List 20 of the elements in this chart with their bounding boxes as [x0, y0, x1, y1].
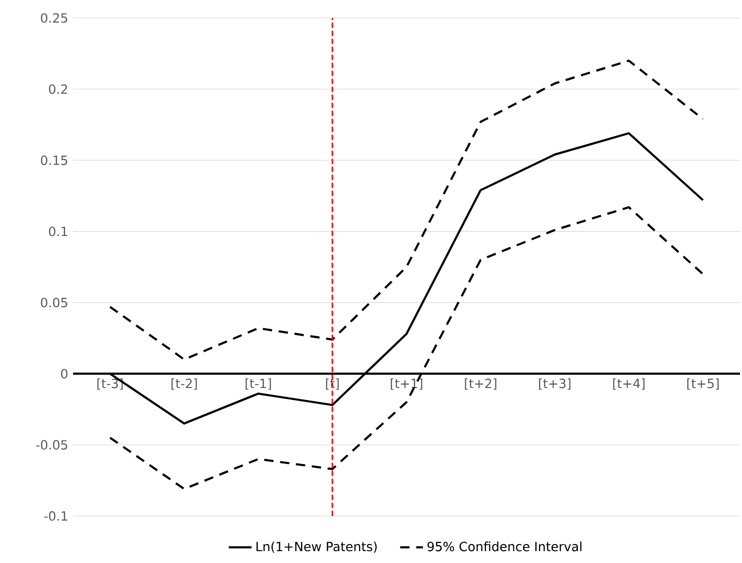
y-tick-label: 0.05 — [40, 298, 68, 308]
legend-label: 95% Confidence Interval — [427, 542, 582, 552]
y-tick-label: 0.15 — [40, 155, 68, 166]
x-tick-label: [t+1] — [390, 378, 422, 390]
y-tick-label: -0.05 — [36, 440, 68, 450]
legend-label: Ln(1+New Patents) — [256, 542, 377, 553]
line-series — [108, 60, 704, 361]
x-tick-label: [t-2] — [172, 378, 197, 390]
y-tick-label: 0.2 — [48, 84, 68, 94]
x-tick-label: [t+5] — [687, 378, 719, 390]
y-tick-label: 0 — [61, 368, 68, 378]
x-tick-label: [t+3] — [539, 378, 570, 390]
x-tick-label: [t-1] — [246, 378, 271, 390]
y-tick-label: 0.25 — [40, 13, 68, 23]
x-tick-label: [t] — [326, 378, 339, 390]
y-tick-label: -0.1 — [44, 511, 68, 521]
x-tick-label: [t+4] — [613, 378, 644, 390]
y-tick-label: 0.1 — [48, 226, 68, 236]
x-tick-label: [t-3] — [97, 378, 123, 390]
x-tick-label: [t+2] — [464, 378, 496, 390]
